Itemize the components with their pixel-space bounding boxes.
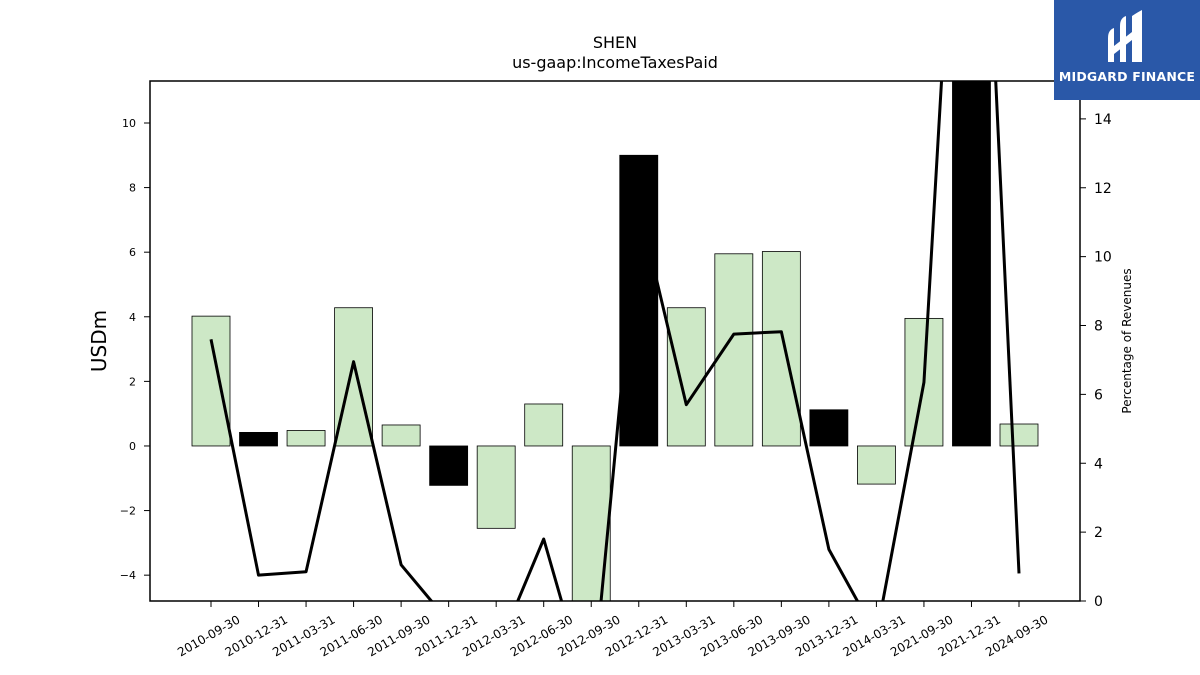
bar — [571, 445, 611, 601]
y-tick-label: −4 — [120, 569, 136, 582]
y-tick-label: 10 — [122, 117, 136, 130]
bar — [239, 432, 278, 447]
x-axis: 2010-09-302010-12-312011-03-312011-06-30… — [175, 601, 1051, 659]
y-tick-label: 2 — [129, 375, 136, 388]
y2-tick-label: 2 — [1094, 525, 1103, 541]
plot-frame — [149, 80, 1081, 602]
y2-tick-label: 6 — [1094, 387, 1103, 403]
y2-tick-label: 8 — [1094, 319, 1103, 335]
y2-tick-label: 0 — [1094, 594, 1103, 610]
bar — [381, 424, 421, 447]
y2-tick-label: 14 — [1094, 112, 1112, 128]
bar — [524, 403, 564, 447]
line-path — [209, 81, 1021, 601]
bar — [476, 445, 516, 529]
y-axis-right: 0 2 4 6 8 10 12 14 — [1080, 112, 1112, 610]
y2-tick-label: 10 — [1094, 250, 1112, 266]
bar — [666, 307, 706, 447]
bar — [952, 81, 991, 447]
midgard-finance-logo: MIDGARD FINANCE — [1054, 0, 1200, 100]
y-axis-label: USDm — [87, 310, 111, 372]
y-tick-label: 4 — [129, 311, 136, 324]
bar — [761, 251, 801, 447]
y2-tick-label: 12 — [1094, 181, 1112, 197]
y2-tick-label: 4 — [1094, 456, 1103, 472]
logo-mark-icon — [1108, 10, 1142, 62]
bar — [429, 445, 469, 486]
y-tick-label: 6 — [129, 246, 136, 259]
logo-text: MIDGARD FINANCE — [1058, 69, 1196, 84]
bar — [857, 445, 896, 485]
y-tick-label: −2 — [120, 505, 136, 518]
y-tick-label: 8 — [129, 182, 136, 195]
y-axis-left: −4 −2 0 2 4 6 8 10 — [120, 117, 150, 582]
y-tick-label: 0 — [129, 440, 136, 453]
bar — [809, 409, 849, 447]
y2-axis-label: Percentage of Revenues — [1120, 268, 1134, 413]
bar — [714, 253, 754, 447]
bar — [286, 430, 326, 447]
line-series — [209, 81, 1021, 601]
bar-series — [191, 81, 1039, 601]
chart-title: SHEN — [593, 33, 637, 52]
bar — [619, 154, 659, 447]
chart-subtitle: us-gaap:IncomeTaxesPaid — [512, 53, 718, 72]
bar — [999, 423, 1039, 447]
bar — [191, 315, 231, 447]
